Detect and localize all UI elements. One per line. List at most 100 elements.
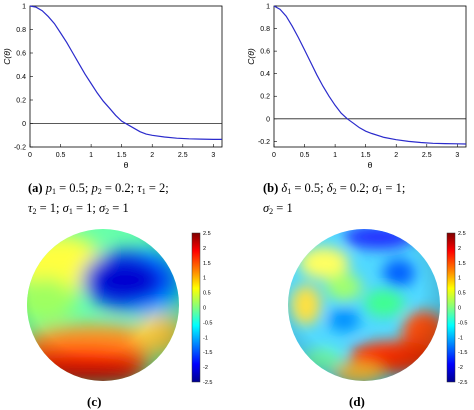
xtick-label-a: 0 (28, 152, 32, 159)
colorbar-tick-label-c: -1.5 (203, 350, 212, 356)
caption-b: (b) δ1 = 0.5; δ2 = 0.2; σ1 = 1; σ2 = 1 (263, 180, 405, 220)
ytick-label-b: 0.8 (260, 26, 270, 33)
colorbar-c (191, 232, 201, 383)
colorbar-tick-label-d: -0.5 (458, 320, 467, 326)
caption-text: = 1 (109, 201, 129, 215)
panel-label-b: (b) (263, 181, 282, 195)
caption-subscript: 2 (269, 207, 274, 216)
colorbar-d (446, 232, 456, 383)
xtick-label-b: 1 (333, 152, 337, 159)
ytick-label-b: 1 (266, 4, 270, 11)
caption-text: = 0.2; (101, 181, 138, 195)
colorbar-tick-label-c: 2.5 (203, 231, 211, 237)
colorbar-tick-label-c: 1.5 (203, 261, 211, 267)
colorbar-tick-label-c: -2 (203, 365, 208, 371)
ytick-label-a: 0.2 (16, 98, 26, 105)
caption-text: = 1; (382, 181, 406, 195)
caption-a: (a) p1 = 0.5; p2 = 0.2; τ1 = 2; τ2 = 1; σ… (28, 180, 169, 220)
colorbar-tick-label-d: 0 (458, 306, 461, 312)
ytick-label-a: 0 (22, 121, 26, 128)
caption-text: = 1 (273, 201, 293, 215)
x-axis-label-b: θ (368, 160, 373, 168)
caption-symbol: δ (281, 181, 288, 195)
colorbar-ticks-d: 2.5 2 1.5 1 0.5 0 -0.5 -1 -1.5 -2 -2.5 (458, 231, 467, 386)
panel-label-a: (a) (28, 181, 46, 195)
caption-symbol: σ (98, 201, 106, 215)
colorbar-tick-label-d: 0.5 (458, 291, 466, 297)
colorbar-tick-label-c: 2 (203, 246, 206, 252)
xtick-label-b: 0 (272, 152, 276, 159)
colorbar-tick-label-c: 0.5 (203, 291, 211, 297)
xtick-label-a: 1.5 (117, 152, 127, 159)
colorbar-tick-label-d: 1.5 (458, 261, 466, 267)
colorbar-tick-label-d: 1 (458, 276, 461, 282)
caption-text: = 1; (36, 201, 63, 215)
caption-text: = 0.5; (291, 181, 327, 195)
y-axis-label-b: C(θ) (246, 48, 256, 65)
caption-text: = 1; (72, 201, 99, 215)
colorbar-tick-label-d: 2 (458, 246, 461, 252)
xtick-label-a: 2 (150, 152, 154, 159)
panel-label-c: (c) (87, 394, 102, 409)
colorbar-tick-label-c: 1 (203, 276, 206, 282)
ytick-label-b: 0 (266, 116, 270, 123)
caption-symbol: σ (263, 201, 270, 215)
ytick-label-b: 0.2 (260, 94, 270, 101)
ytick-label-a: 1 (22, 4, 26, 11)
xtick-label-b: 3 (455, 152, 459, 159)
caption-symbol: τ (28, 201, 33, 215)
caption-symbol: p (91, 181, 98, 195)
ytick-label-a: 0.6 (16, 51, 26, 58)
xtick-label-b: 1.5 (361, 152, 371, 159)
caption-symbol: p (45, 181, 52, 195)
colorbar-tick-label-d: 2.5 (458, 231, 466, 237)
colorbar-tick-label-c: -0.5 (203, 320, 212, 326)
ytick-label-a: -0.2 (14, 145, 26, 152)
xtick-label-b: 2.5 (422, 152, 432, 159)
xtick-label-a: 1 (89, 152, 93, 159)
colorbar-tick-label-d: -2.5 (458, 380, 467, 386)
caption-subscript: 2 (332, 187, 337, 196)
y-axis-label-a: C(θ) (2, 48, 12, 65)
ytick-label-a: 0.4 (16, 74, 26, 81)
plot-frame-b (273, 5, 467, 148)
sphere-map-d: 2.5 2 1.5 1 0.5 0 -0.5 -1 -1.5 -2 -2.5 (288, 229, 467, 386)
caption-subscript: 1 (287, 187, 292, 196)
correlation-chart-b: 10.80.60.40.20-0.20 0.5 1 1.5 2 2.5 3θC(θ) (246, 4, 467, 168)
caption-symbol: τ (137, 181, 142, 195)
ytick-label-b: 0.4 (260, 71, 270, 78)
colorbar-tick-label-c: -2.5 (203, 380, 212, 386)
caption-text: = 0.2; (336, 181, 373, 195)
colorbar-ticks-c: 2.5 2 1.5 1 0.5 0 -0.5 -1 -1.5 -2 -2.5 (203, 231, 212, 386)
xtick-label-a: 2.5 (178, 152, 188, 159)
caption-symbol: σ (372, 181, 379, 195)
caption-subscript: 1 (68, 207, 73, 216)
correlation-chart-a: 10.80.60.40.20-0.20 0.5 1 1.5 2 2.5 3θC(θ) (2, 4, 223, 168)
colorbar-tick-label-d: -1.5 (458, 350, 467, 356)
xtick-label-a: 0.5 (56, 152, 66, 159)
caption-subscript: 1 (141, 187, 146, 196)
x-axis-label-a: θ (124, 160, 129, 168)
colorbar-tick-label-c: 0 (203, 306, 206, 312)
colorbar-tick-label-d: -1 (458, 335, 463, 341)
series-line-a (29, 5, 222, 140)
plot-frame-a (29, 5, 223, 148)
caption-symbol: σ (62, 201, 69, 215)
ytick-label-b: -0.2 (258, 139, 270, 146)
panel-label-d: (d) (349, 394, 365, 409)
colorbar-tick-label-d: -2 (458, 365, 463, 371)
ytick-label-a: 0.8 (16, 27, 26, 34)
caption-subscript: 1 (378, 187, 383, 196)
ytick-label-b: 0.6 (260, 49, 270, 56)
caption-subscript: 2 (105, 207, 110, 216)
xtick-label-a: 3 (211, 152, 215, 159)
caption-subscript: 2 (97, 187, 102, 196)
caption-text: = 2; (145, 181, 169, 195)
sphere-d-field (288, 229, 440, 381)
xtick-label-b: 0.5 (300, 152, 310, 159)
caption-text: = 0.5; (55, 181, 92, 195)
caption-subscript: 2 (32, 207, 37, 216)
xtick-label-b: 2 (394, 152, 398, 159)
caption-subscript: 1 (51, 187, 56, 196)
colorbar-tick-label-c: -1 (203, 335, 208, 341)
